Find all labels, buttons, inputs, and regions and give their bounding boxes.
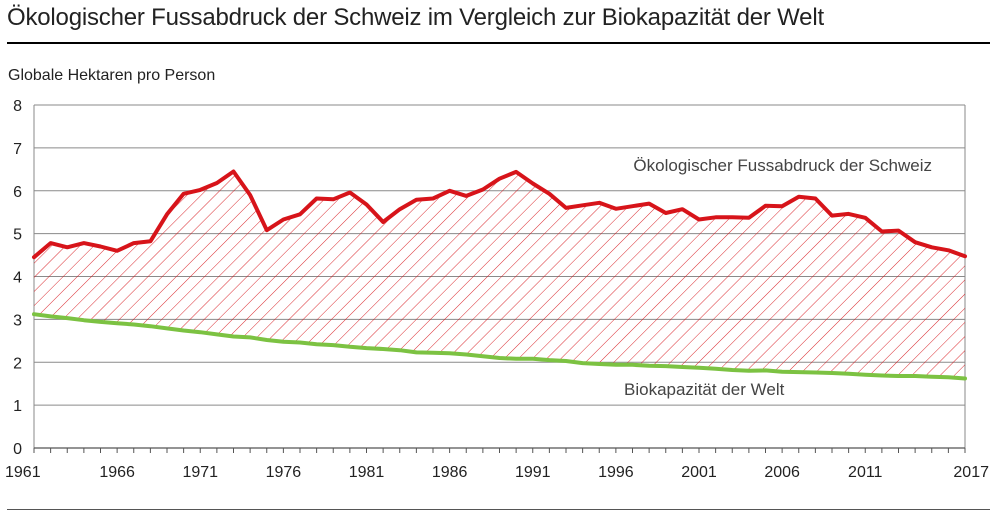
y-tick-label: 6 bbox=[13, 184, 22, 201]
bottom-divider bbox=[7, 509, 990, 510]
page-title: Ökologischer Fussabdruck der Schweiz im … bbox=[7, 4, 824, 31]
x-tick-label: 1991 bbox=[515, 464, 551, 481]
axes bbox=[33, 447, 966, 453]
y-tick-label: 2 bbox=[13, 355, 22, 372]
y-axis-label: Globale Hektaren pro Person bbox=[8, 67, 216, 84]
x-tick-label: 1981 bbox=[349, 464, 385, 481]
y-tick-label: 0 bbox=[13, 441, 22, 458]
x-tick-label: 2011 bbox=[848, 464, 883, 481]
x-tick-label: 2006 bbox=[764, 464, 800, 481]
x-tick-label: 1996 bbox=[598, 464, 634, 481]
x-tick-label: 1986 bbox=[432, 464, 468, 481]
x-tick-label: 1976 bbox=[266, 464, 302, 481]
x-tick-label: 1961 bbox=[5, 464, 41, 481]
x-tick-label: 2001 bbox=[681, 464, 717, 481]
biocapacity-series-line bbox=[32, 312, 967, 381]
x-tick-label: 2017 bbox=[953, 464, 989, 481]
title-divider bbox=[7, 42, 990, 44]
x-tick-label: 1966 bbox=[99, 464, 135, 481]
hatched-area bbox=[34, 171, 965, 379]
series-lines bbox=[32, 169, 967, 381]
y-tick-label: 8 bbox=[13, 98, 22, 115]
footprint-series-line bbox=[32, 169, 967, 260]
biocapacity-series-label: Biokapazität der Welt bbox=[624, 380, 785, 399]
gap-hatched-area bbox=[34, 171, 965, 379]
y-tick-label: 1 bbox=[13, 398, 22, 415]
x-tick-label: 1971 bbox=[182, 464, 218, 481]
y-tick-label: 7 bbox=[13, 141, 22, 158]
y-tick-label: 5 bbox=[13, 227, 22, 244]
footprint-series-label: Ökologischer Fussabdruck der Schweiz bbox=[633, 156, 932, 175]
y-tick-label: 3 bbox=[13, 312, 22, 329]
tick-labels: 0 1 2 3 4 5 6 7 8 1961 1966 1971 1976 1981 1986 1991 199… bbox=[5, 98, 989, 481]
y-tick-label: 4 bbox=[13, 270, 22, 287]
annotations: Ökologischer Fussabdruck der Schweiz Biok… bbox=[624, 156, 932, 399]
